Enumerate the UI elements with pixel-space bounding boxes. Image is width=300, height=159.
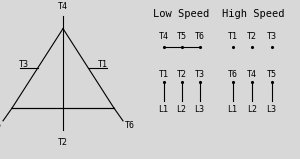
Text: Low Speed: Low Speed [153, 9, 210, 19]
Text: T5: T5 [266, 70, 277, 79]
Text: T2: T2 [176, 70, 187, 79]
Text: T2: T2 [247, 32, 257, 41]
Text: T5: T5 [0, 121, 2, 130]
Text: L1: L1 [227, 105, 238, 114]
Text: T3: T3 [19, 60, 28, 69]
Text: T3: T3 [266, 32, 277, 41]
Text: T6: T6 [124, 121, 134, 130]
Text: T1: T1 [98, 60, 107, 69]
Text: L2: L2 [247, 105, 257, 114]
Text: L3: L3 [266, 105, 277, 114]
Text: T4: T4 [58, 2, 68, 11]
Text: T1: T1 [158, 70, 169, 79]
Text: T5: T5 [176, 32, 187, 41]
Text: T6: T6 [227, 70, 238, 79]
Text: L1: L1 [158, 105, 169, 114]
Text: L2: L2 [176, 105, 187, 114]
Text: High Speed: High Speed [222, 9, 285, 19]
Text: L3: L3 [194, 105, 205, 114]
Text: T1: T1 [227, 32, 238, 41]
Text: T2: T2 [58, 138, 68, 147]
Text: T4: T4 [158, 32, 169, 41]
Text: T3: T3 [194, 70, 205, 79]
Text: T6: T6 [194, 32, 205, 41]
Text: T4: T4 [247, 70, 257, 79]
